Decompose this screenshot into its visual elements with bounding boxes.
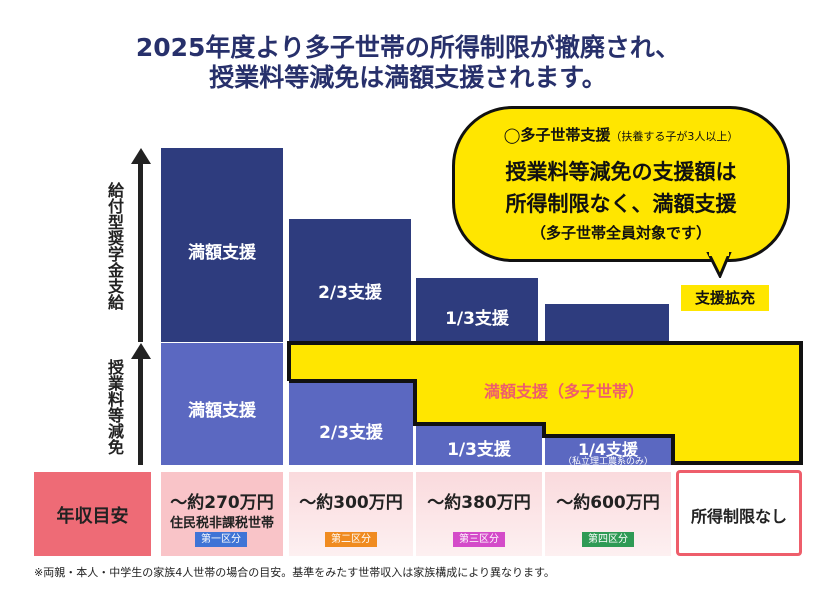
tier-badge-2: 第二区分: [325, 532, 377, 547]
callout-line2: 所得制限なく、満額支援: [505, 192, 737, 216]
page-title-line1: 2025年度より多子世帯の所得制限が撤廃され、: [135, 33, 681, 62]
tuition-arrow-shaft: [138, 357, 143, 465]
up-arrow-icon: [131, 148, 151, 164]
income-value-tier4: 〜約600万円: [556, 493, 660, 513]
tuition-axis-label: 授業料等減免: [105, 359, 124, 455]
footnote: ※両親・本人・中学生の家族4人世帯の場合の目安。基準をみたす世帯収入は家族構成に…: [34, 566, 555, 579]
tuition-bar-tier4: [545, 436, 671, 465]
tuition-label-tier1: 満額支援: [188, 401, 256, 421]
callout-line1: 授業料等減免の支援額は: [505, 160, 737, 184]
multi-child-callout: [452, 106, 790, 262]
tier-badge-4: 第四区分: [582, 532, 634, 547]
income-value-tier2: 〜約300万円: [299, 493, 403, 513]
scholarship-bar-tier4: [545, 304, 669, 342]
scholarship-label-tier1: 満額支援: [188, 243, 256, 263]
callout-subtitle: ◯多子世帯支援（扶養する子が3人以上）: [503, 126, 739, 144]
income-note-tier1: 住民税非課税世帯: [169, 516, 274, 531]
tuition-bar-tier1: [161, 343, 283, 465]
tuition-label-tier3: 1/3支援: [447, 440, 511, 460]
tuition-bar-tier3: [416, 424, 542, 465]
scholarship-bar-tier2: [289, 219, 411, 342]
up-arrow-icon: [131, 343, 151, 359]
multi-child-region-d: [671, 436, 801, 463]
scholarship-bar-tier3: [416, 278, 538, 342]
no-income-limit-label: 所得制限なし: [690, 507, 787, 526]
tier-badge-1: 第一区分: [195, 532, 247, 547]
multi-child-region-c: [542, 424, 801, 436]
callout-note: （多子世帯全員対象です）: [530, 224, 711, 242]
multi-child-region-b: [413, 381, 801, 424]
income-value-tier3: 〜約380万円: [427, 493, 531, 513]
income-value-tier1: 〜約270万円: [170, 493, 274, 513]
scholarship-axis-label: 給付型奨学金支給: [105, 182, 124, 310]
tuition-label-tier2: 2/3支援: [319, 423, 383, 443]
multi-child-label: 満額支援（多子世帯）: [484, 382, 645, 401]
multi-child-region-a: [289, 343, 801, 381]
tuition-note-tier4: （私立理工農系のみ）: [562, 457, 653, 467]
income-header-cell: 年収目安: [34, 472, 151, 556]
scholarship-arrow-shaft: [138, 162, 143, 342]
tuition-label-tier4: 1/4支援: [577, 440, 639, 459]
page-title-line2: 授業料等減免は満額支援されます。: [209, 63, 607, 92]
tuition-bar-tier2: [289, 381, 413, 465]
tier-badge-3: 第三区分: [453, 532, 505, 547]
support-expansion-badge: 支援拡充: [681, 285, 769, 311]
callout-tail: [706, 252, 732, 278]
scholarship-label-tier3: 1/3支援: [445, 309, 509, 329]
income-header-label: 年収目安: [56, 506, 129, 527]
scholarship-bar-tier1: [161, 148, 283, 342]
scholarship-label-tier2: 2/3支援: [318, 283, 382, 303]
no-income-limit-cell: 所得制限なし: [676, 470, 802, 556]
